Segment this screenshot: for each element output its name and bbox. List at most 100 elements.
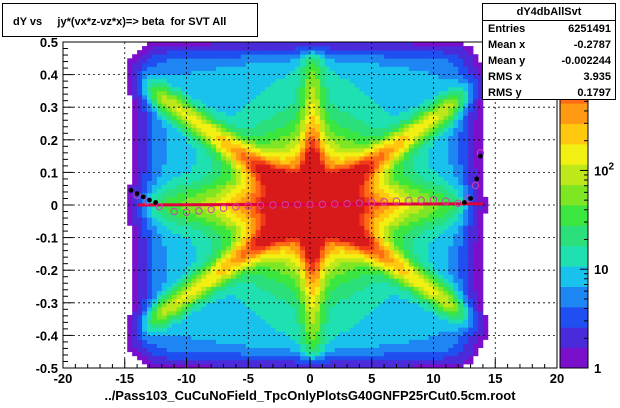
heat-cell: [408, 143, 415, 149]
heat-cell: [319, 315, 326, 320]
heat-cell: [428, 131, 434, 137]
heat-cell: [137, 209, 143, 214]
heat-cell: [230, 286, 237, 291]
heat-cell: [176, 249, 182, 255]
heat-cell: [393, 143, 400, 149]
heat-cell: [418, 221, 425, 226]
heat-cell: [226, 152, 232, 157]
heat-cell: [329, 70, 336, 75]
heat-cell: [413, 78, 420, 84]
heat-cell: [176, 278, 182, 283]
heat-cell: [398, 355, 405, 361]
heat-cell: [418, 262, 425, 267]
heat-cell: [127, 335, 133, 340]
heat-cell: [196, 184, 202, 190]
heat-cell: [156, 107, 163, 112]
heat-cell: [300, 298, 306, 304]
heat-cell: [290, 119, 296, 124]
heat-cell: [384, 217, 390, 222]
heat-cell: [389, 343, 395, 349]
heat-cell: [151, 282, 158, 287]
heat-cell: [310, 282, 316, 287]
heat-cell: [250, 363, 257, 369]
heat-cell: [428, 331, 434, 336]
heat-cell: [127, 58, 133, 63]
heat-cell: [393, 127, 400, 133]
heat-cell: [216, 172, 222, 177]
heat-cell: [403, 54, 410, 59]
heat-cell: [226, 123, 232, 128]
heat-cell: [221, 107, 227, 112]
heat-cell: [379, 99, 385, 104]
heat-cell: [423, 46, 429, 51]
heat-cell: [211, 274, 217, 279]
heat-cell: [211, 302, 217, 308]
heat-cell: [285, 290, 291, 296]
heat-cell: [285, 143, 291, 149]
heat-cell: [354, 160, 360, 165]
heat-cell: [280, 82, 286, 88]
heat-cell: [181, 294, 187, 300]
heat-cell: [384, 290, 390, 296]
heat-cell: [384, 103, 390, 108]
heat-cell: [295, 221, 301, 226]
heat-cell: [344, 229, 350, 234]
heat-cell: [379, 278, 385, 283]
heat-cell: [428, 253, 434, 259]
heat-cell: [418, 78, 425, 84]
heat-cell: [393, 139, 400, 145]
heat-cell: [438, 339, 444, 344]
heat-cell: [176, 119, 182, 124]
heat-cell: [265, 50, 271, 55]
heat-cell: [137, 119, 143, 124]
heat-cell: [384, 241, 390, 247]
heat-cell: [314, 111, 321, 116]
heat-cell: [324, 266, 331, 271]
heat-cell: [176, 127, 182, 133]
heat-cell: [339, 107, 345, 112]
heat-cell: [161, 315, 168, 320]
heat-cell: [186, 266, 192, 271]
heat-cell: [166, 90, 173, 96]
heat-cell: [364, 135, 370, 141]
heat-cell: [240, 160, 247, 165]
heat-cell: [359, 160, 365, 165]
heat-cell: [305, 99, 311, 104]
heat-cell: [186, 156, 192, 161]
heat-cell: [428, 335, 434, 340]
heat-cell: [250, 156, 257, 161]
heat-cell: [379, 139, 385, 145]
heat-cell: [156, 253, 163, 259]
heat-cell: [354, 58, 360, 63]
heat-cell: [171, 147, 178, 153]
heat-cell: [176, 176, 182, 181]
heat-cell: [438, 306, 444, 312]
heat-cell: [201, 343, 207, 349]
heat-cell: [166, 131, 173, 137]
heat-cell: [260, 274, 266, 279]
heat-cell: [142, 294, 148, 300]
heat-cell: [295, 123, 301, 128]
heat-cell: [428, 90, 434, 96]
heat-cell: [418, 323, 425, 328]
heat-cell: [221, 176, 227, 181]
heat-cell: [354, 50, 360, 55]
heat-cell: [186, 355, 192, 361]
heat-cell: [280, 188, 286, 194]
heat-cell: [245, 127, 252, 133]
heat-cell: [196, 298, 202, 304]
heat-cell: [428, 127, 434, 133]
heat-cell: [255, 168, 261, 173]
heat-cell: [146, 119, 153, 124]
heat-cell: [329, 339, 336, 344]
heat-cell: [349, 99, 355, 104]
heat-cell: [265, 90, 271, 96]
heat-cell: [211, 82, 217, 88]
heat-cell: [166, 282, 173, 287]
heat-cell: [206, 274, 212, 279]
heat-cell: [398, 306, 405, 312]
heat-cell: [389, 107, 395, 112]
heat-cell: [305, 257, 311, 263]
heat-cell: [334, 78, 341, 84]
